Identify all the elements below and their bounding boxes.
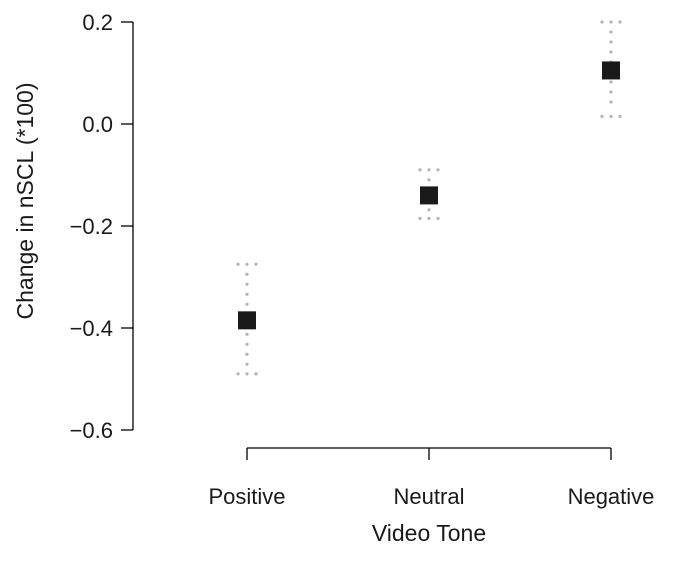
error-cap-dot: [254, 262, 258, 266]
error-cap-dot: [618, 114, 622, 118]
y-tick-label: 0.2: [82, 10, 113, 35]
y-tick-label: −0.2: [70, 214, 113, 239]
error-line-dot: [609, 30, 613, 34]
error-cap-dot: [236, 262, 240, 266]
data-point-marker: [602, 61, 620, 80]
error-cap-dot: [427, 168, 431, 172]
y-tick-label: 0.0: [82, 112, 113, 137]
error-cap-dot: [609, 114, 613, 118]
y-axis: 0.2 0.0 −0.2 −0.4 −0.6: [70, 10, 134, 443]
error-line-dot: [609, 80, 613, 84]
error-line-dot: [609, 40, 613, 44]
y-tick-label: −0.6: [70, 418, 113, 443]
error-cap-dot: [418, 168, 422, 172]
error-line-dot: [609, 90, 613, 94]
error-cap-dot: [418, 216, 422, 220]
x-axis: Positive Neutral Negative: [208, 447, 655, 509]
error-cap-dot: [600, 114, 604, 118]
error-line-dot: [245, 352, 249, 356]
data-point-marker: [238, 311, 256, 330]
y-axis-label: Change in nSCL (*100): [12, 83, 38, 320]
error-cap-dot: [427, 216, 431, 220]
x-tick-label: Neutral: [394, 484, 465, 509]
plot-area: [236, 20, 622, 376]
x-tick-label: Negative: [568, 484, 655, 509]
x-axis-label: Video Tone: [372, 520, 486, 546]
error-cap-dot: [618, 20, 622, 24]
x-tick-label: Positive: [208, 484, 285, 509]
error-cap-dot: [609, 20, 613, 24]
error-line-dot: [609, 50, 613, 54]
error-cap-dot: [245, 372, 249, 376]
error-line-dot: [245, 272, 249, 276]
error-cap-dot: [236, 372, 240, 376]
error-line-dot: [245, 282, 249, 286]
error-cap-dot: [600, 20, 604, 24]
error-line-dot: [245, 342, 249, 346]
data-point-marker: [420, 186, 438, 205]
error-line-dot: [245, 292, 249, 296]
error-cap-dot: [245, 262, 249, 266]
error-cap-dot: [436, 168, 440, 172]
error-line-dot: [427, 178, 431, 182]
error-line-dot: [427, 208, 431, 212]
error-cap-dot: [254, 372, 258, 376]
error-line-dot: [609, 100, 613, 104]
error-line-dot: [245, 302, 249, 306]
error-line-dot: [245, 362, 249, 366]
y-tick-label: −0.4: [70, 316, 113, 341]
error-cap-dot: [436, 216, 440, 220]
error-line-dot: [245, 332, 249, 336]
